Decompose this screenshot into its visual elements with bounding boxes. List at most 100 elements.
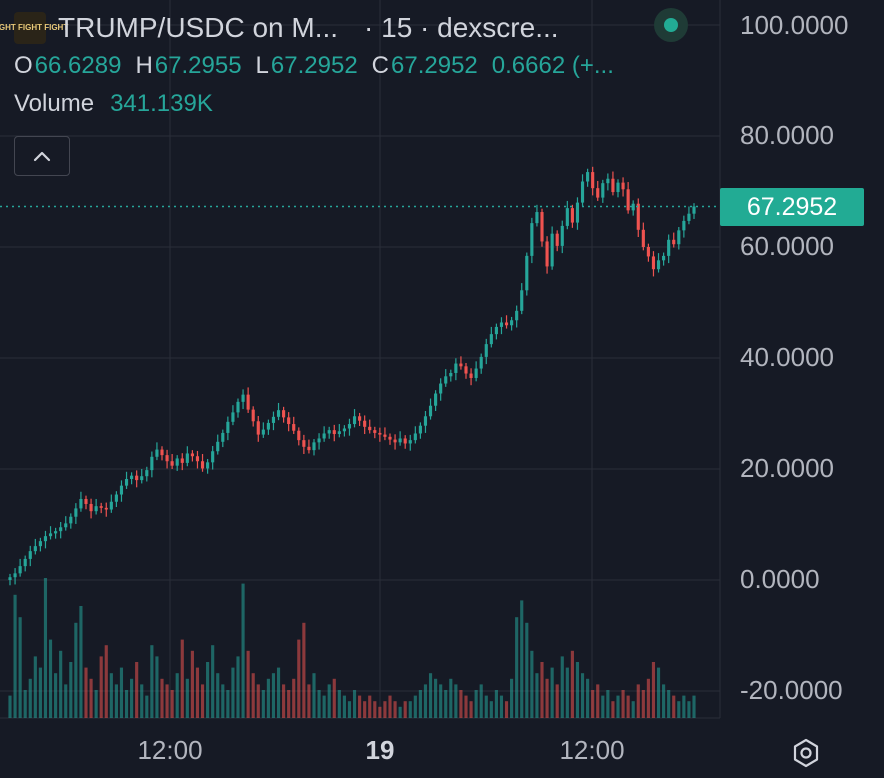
candle-body: [449, 372, 453, 377]
candle-body: [241, 394, 245, 402]
candle-body: [109, 501, 113, 510]
candle-body: [271, 416, 276, 423]
candle-body: [337, 431, 341, 435]
volume-bar: [596, 684, 600, 718]
candle-body: [79, 498, 83, 509]
candle-body: [428, 405, 433, 417]
high-label: H: [135, 52, 153, 79]
volume-bar: [672, 695, 676, 718]
candle-body: [282, 410, 286, 418]
candle-body: [580, 181, 585, 203]
volume-bar: [211, 645, 215, 718]
interval-source[interactable]: · 15 · dexscre...: [364, 12, 559, 43]
volume-bar: [540, 662, 544, 718]
settings-gear-icon[interactable]: [790, 737, 822, 769]
pair-name[interactable]: TRUMP/USDC on M...: [58, 12, 339, 43]
candle-body: [155, 449, 159, 457]
candle-body: [54, 531, 58, 534]
volume-bar: [307, 684, 311, 718]
candle-body: [550, 233, 554, 267]
candle-body: [226, 421, 230, 433]
candle-body: [74, 508, 78, 517]
candle-body: [124, 478, 129, 486]
market-status-indicator[interactable]: [654, 8, 688, 42]
volume-bar: [160, 678, 164, 718]
volume-bar: [302, 622, 306, 718]
close-label: C: [371, 52, 390, 79]
volume-bar: [616, 695, 620, 718]
candle-body: [251, 409, 255, 422]
candle-body: [616, 182, 620, 193]
candle-body: [373, 430, 377, 433]
volume-bar: [358, 695, 362, 718]
candle-body: [479, 356, 483, 369]
candle-body: [489, 334, 493, 345]
volume-bar: [428, 673, 433, 718]
volume-bar: [74, 622, 78, 718]
volume-bar: [525, 622, 529, 718]
open-value: 66.6289: [34, 52, 122, 79]
volume-bar: [383, 701, 387, 718]
volume-bar: [489, 701, 493, 718]
volume-bar: [114, 684, 118, 718]
volume-bar: [292, 678, 296, 718]
volume-bar: [591, 690, 595, 718]
candle-body: [216, 441, 220, 452]
volume-bar: [530, 650, 534, 718]
candle-body: [236, 401, 240, 413]
volume-bar: [297, 639, 301, 718]
volume-bar: [434, 678, 438, 718]
candle-body: [246, 394, 250, 410]
candle-body: [307, 446, 311, 451]
y-tick-label: 100.0000: [740, 10, 849, 40]
volume-bar: [363, 701, 367, 718]
candle-body: [170, 461, 174, 466]
candle-body: [99, 506, 103, 508]
y-tick-label: 60.0000: [740, 231, 834, 261]
candle-body: [494, 326, 498, 335]
token-logo-icon: FIGHT FIGHT FIGHT: [0, 12, 68, 44]
volume-bar: [342, 695, 346, 718]
volume-bar: [510, 678, 514, 718]
volume-bar: [170, 690, 174, 718]
candle-body: [530, 223, 534, 256]
candle-body: [672, 239, 676, 245]
volume-bar: [241, 583, 245, 718]
volume-bar: [140, 684, 144, 718]
candle-body: [525, 255, 529, 291]
volume-bar: [667, 690, 671, 718]
collapse-legend-button[interactable]: [14, 136, 70, 176]
volume-bar: [484, 695, 488, 718]
candle-body: [636, 203, 640, 230]
candle-body: [651, 256, 656, 270]
volume-bar: [226, 690, 230, 718]
candle-body: [43, 536, 48, 542]
candle-body: [631, 203, 635, 211]
candle-body: [266, 422, 270, 430]
candle-body: [439, 383, 443, 394]
candle-body: [94, 506, 98, 512]
volume-bar: [580, 673, 585, 718]
volume-bar: [266, 678, 270, 718]
volume-bar: [444, 690, 448, 718]
candle-body: [418, 425, 422, 434]
candle-body: [545, 241, 549, 267]
volume-bar: [570, 650, 574, 718]
volume-bar: [261, 690, 265, 718]
candle-body: [28, 551, 32, 559]
volume-bar: [89, 678, 93, 718]
volume-bar: [99, 656, 103, 718]
volume-bar: [79, 606, 83, 718]
volume-bar: [555, 684, 559, 718]
volume-bar: [190, 650, 194, 718]
candle-body: [358, 416, 362, 421]
volume-bar: [631, 701, 635, 718]
candlesticks: [8, 166, 696, 586]
chevron-up-icon: [33, 151, 51, 162]
volume-bar: [636, 684, 640, 718]
volume-bar: [575, 662, 580, 718]
candle-body: [504, 322, 509, 326]
candle-body: [175, 458, 179, 466]
candle-body: [667, 239, 671, 256]
